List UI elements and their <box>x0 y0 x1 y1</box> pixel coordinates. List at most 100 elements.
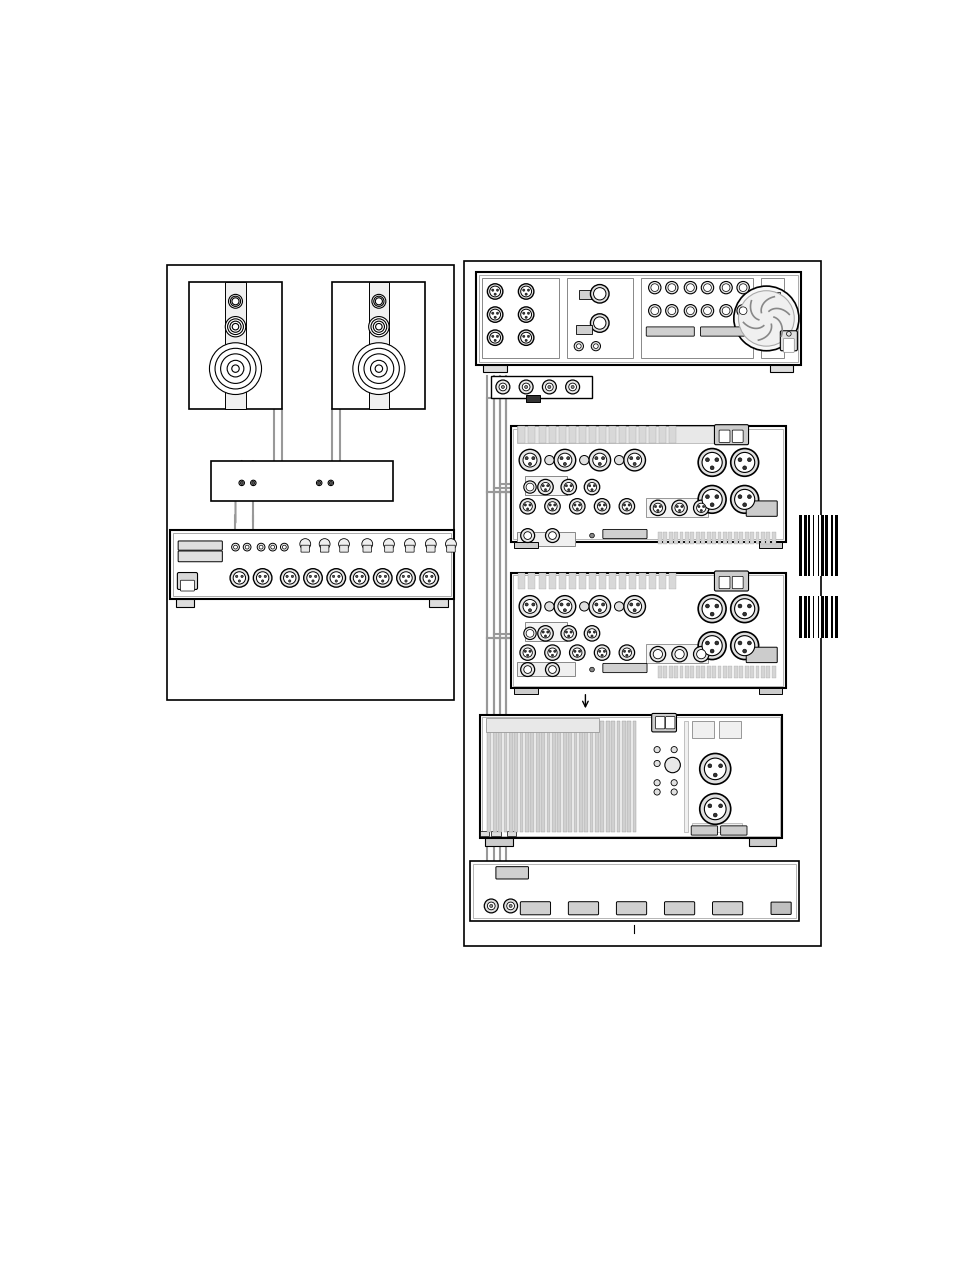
Circle shape <box>664 757 679 773</box>
Circle shape <box>374 297 384 306</box>
Bar <box>537 427 545 443</box>
Circle shape <box>233 545 237 549</box>
Bar <box>599 721 603 832</box>
Circle shape <box>378 576 381 577</box>
Bar <box>172 534 451 596</box>
Bar <box>733 666 737 678</box>
Circle shape <box>636 603 639 606</box>
Bar <box>481 717 779 836</box>
Circle shape <box>739 307 746 315</box>
FancyBboxPatch shape <box>780 331 797 350</box>
Bar <box>717 666 720 678</box>
Circle shape <box>526 654 528 656</box>
Bar <box>368 283 389 409</box>
Bar <box>517 662 575 675</box>
Circle shape <box>523 531 531 539</box>
Circle shape <box>330 572 342 583</box>
Bar <box>744 666 748 678</box>
Bar <box>711 666 716 678</box>
Circle shape <box>547 502 557 511</box>
FancyBboxPatch shape <box>180 580 194 591</box>
FancyBboxPatch shape <box>616 902 646 915</box>
Circle shape <box>730 448 758 476</box>
Circle shape <box>703 798 725 819</box>
FancyBboxPatch shape <box>719 576 729 589</box>
Bar <box>621 721 625 832</box>
Bar <box>831 515 832 576</box>
Bar <box>820 515 822 576</box>
Bar <box>744 531 748 544</box>
Circle shape <box>653 650 661 659</box>
Circle shape <box>703 758 725 780</box>
Bar <box>528 572 535 590</box>
Bar <box>711 531 716 544</box>
FancyBboxPatch shape <box>782 339 794 353</box>
Circle shape <box>696 650 705 659</box>
Circle shape <box>701 636 721 656</box>
Circle shape <box>567 634 569 637</box>
Circle shape <box>714 494 718 498</box>
Bar <box>817 515 819 576</box>
Circle shape <box>252 482 254 484</box>
Circle shape <box>327 568 345 587</box>
Bar <box>576 325 592 334</box>
Circle shape <box>558 600 571 613</box>
Bar <box>739 666 742 678</box>
Bar <box>765 531 769 544</box>
Circle shape <box>614 601 623 612</box>
Circle shape <box>588 484 590 487</box>
Circle shape <box>566 603 569 606</box>
Bar <box>578 721 582 832</box>
Circle shape <box>309 576 311 577</box>
Circle shape <box>590 313 608 333</box>
Circle shape <box>548 666 556 674</box>
Circle shape <box>707 804 711 808</box>
Bar <box>598 572 605 590</box>
Circle shape <box>548 531 556 539</box>
Bar <box>211 461 393 501</box>
Bar <box>484 838 513 846</box>
Circle shape <box>494 293 496 296</box>
Bar <box>608 572 616 590</box>
Bar <box>820 596 822 638</box>
Bar <box>691 721 713 738</box>
FancyBboxPatch shape <box>446 545 455 552</box>
Circle shape <box>525 483 534 490</box>
Circle shape <box>653 503 661 512</box>
FancyBboxPatch shape <box>732 431 742 442</box>
Bar <box>618 572 625 590</box>
Circle shape <box>709 613 713 617</box>
Circle shape <box>693 501 708 516</box>
Circle shape <box>742 613 746 617</box>
Bar <box>837 596 839 638</box>
FancyBboxPatch shape <box>301 545 309 552</box>
Circle shape <box>738 457 741 461</box>
Circle shape <box>736 304 748 317</box>
Bar <box>679 531 682 544</box>
Circle shape <box>517 284 534 299</box>
Circle shape <box>496 380 509 394</box>
Circle shape <box>299 539 311 549</box>
Circle shape <box>590 284 608 303</box>
Circle shape <box>546 484 548 487</box>
Bar <box>479 715 781 838</box>
Circle shape <box>656 510 659 512</box>
Bar <box>801 596 802 638</box>
Circle shape <box>562 609 566 612</box>
Circle shape <box>303 568 322 587</box>
Circle shape <box>560 626 576 641</box>
Bar <box>568 721 571 832</box>
Circle shape <box>590 489 593 490</box>
FancyBboxPatch shape <box>568 902 598 915</box>
Circle shape <box>384 576 386 577</box>
Bar <box>568 427 575 443</box>
Bar <box>167 265 454 699</box>
Circle shape <box>718 804 721 808</box>
Circle shape <box>256 572 269 583</box>
Circle shape <box>598 503 600 506</box>
Circle shape <box>230 321 241 333</box>
Circle shape <box>738 290 794 347</box>
Bar <box>528 427 535 443</box>
Circle shape <box>531 603 535 606</box>
Circle shape <box>494 316 496 318</box>
